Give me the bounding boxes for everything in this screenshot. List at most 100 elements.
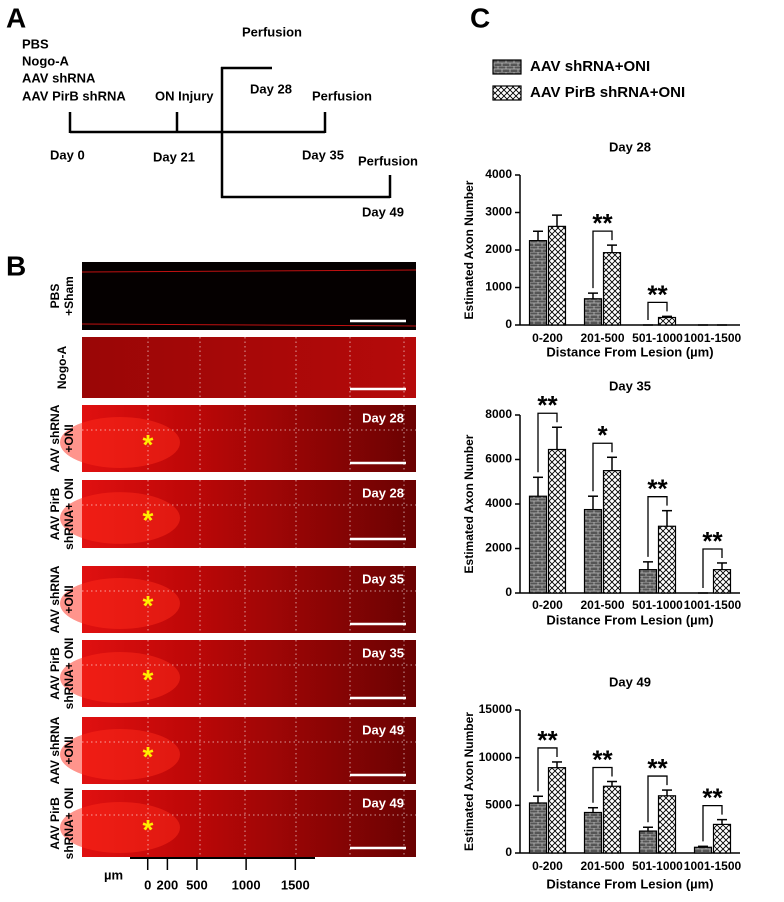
tissue-edge <box>81 323 417 327</box>
bar <box>547 448 567 594</box>
x-axis-title: Distance From Lesion (µm) <box>546 344 713 359</box>
error-bar <box>717 562 727 570</box>
y-tick-label: 3000 <box>485 205 512 219</box>
legend-label: AAV shRNA+ONI <box>530 58 650 75</box>
error-bar <box>588 495 598 510</box>
row-label: PBS <box>48 284 62 309</box>
row-label: +ONI <box>62 585 76 613</box>
day-label: Day 49 <box>362 204 404 219</box>
error-bar <box>662 315 672 318</box>
significance-label: ** <box>702 526 723 556</box>
error-bar <box>607 456 617 471</box>
x-tick-label: 501-1000 <box>632 331 683 345</box>
chart-title: Day 49 <box>609 674 651 689</box>
y-tick-label: 10000 <box>479 750 513 764</box>
tissue-glow <box>60 417 180 468</box>
tissue-image <box>82 262 416 330</box>
day-label: Day 35 <box>362 571 404 586</box>
legend-label: AAV PirB shRNA+ONI <box>530 84 685 101</box>
bar <box>547 225 567 326</box>
x-tick-label: 0-200 <box>532 859 563 873</box>
lesion-marker: * <box>143 814 154 845</box>
x-axis-title: Distance From Lesion (µm) <box>546 612 713 627</box>
injury-label: ON Injury <box>155 88 214 103</box>
lesion-marker: * <box>143 504 154 535</box>
y-tick-label: 8000 <box>485 407 512 421</box>
significance-bracket <box>647 301 668 320</box>
panel-label: C <box>470 2 490 33</box>
error-bar <box>643 561 653 570</box>
bar <box>712 569 732 594</box>
chart-title: Day 28 <box>609 139 651 154</box>
x-axis-title: Distance From Lesion (µm) <box>546 876 713 891</box>
significance-label: ** <box>537 390 558 420</box>
tissue-glow <box>60 802 180 853</box>
day-label: Day 49 <box>362 795 404 810</box>
lesion-marker: * <box>143 741 154 772</box>
x-tick-label: 201-500 <box>580 598 624 612</box>
significance-bracket <box>647 496 668 557</box>
row-label: shRNA+ ONI <box>62 638 76 710</box>
x-tick-label: 1001-1500 <box>684 331 742 345</box>
row-label: +ONI <box>62 424 76 452</box>
y-tick-label: 6000 <box>485 452 512 466</box>
error-bar <box>607 780 617 787</box>
row-label: AAV PirB <box>48 487 62 540</box>
error-bar <box>698 845 708 848</box>
x-tick-label: 0-200 <box>532 331 563 345</box>
bar <box>528 495 548 594</box>
day-label: Day 35 <box>302 147 344 162</box>
y-axis-title: Estimated Axon Number <box>462 180 476 319</box>
tissue-glow <box>60 652 180 703</box>
significance-label: ** <box>647 279 668 309</box>
x-tick-label: 1001-1500 <box>684 598 742 612</box>
error-bar <box>588 292 598 299</box>
scale-tick-label: 0 <box>144 877 151 892</box>
y-tick-label: 4000 <box>485 167 512 181</box>
tissue-edge <box>81 269 417 273</box>
legend-swatch <box>492 59 522 75</box>
bar <box>712 823 732 854</box>
tissue-glow <box>60 492 180 544</box>
significance-label: ** <box>537 725 558 755</box>
group-label: AAV PirB shRNA <box>22 88 126 103</box>
x-tick-label: 0-200 <box>532 598 563 612</box>
significance-label: ** <box>702 783 723 813</box>
significance-bracket <box>647 775 668 823</box>
error-bar <box>607 244 617 253</box>
bar <box>638 830 658 854</box>
x-tick-label: 1001-1500 <box>684 859 742 873</box>
y-tick-label: 0 <box>505 585 512 599</box>
bar <box>583 298 603 326</box>
timeline <box>68 66 392 199</box>
error-bar <box>552 426 562 450</box>
lesion-marker: * <box>143 429 154 460</box>
scale-unit: µm <box>104 867 123 882</box>
error-bar <box>533 795 543 803</box>
y-axis-title: Estimated Axon Number <box>462 712 476 851</box>
group-label: PBS <box>22 36 49 51</box>
row-label: +ONI <box>62 736 76 764</box>
bar <box>528 240 548 326</box>
y-tick-label: 5000 <box>485 798 512 812</box>
day-label: Day 28 <box>362 485 404 500</box>
significance-bracket <box>592 766 613 803</box>
significance-label: ** <box>592 744 613 774</box>
significance-label: ** <box>592 208 613 238</box>
day-label: Day 35 <box>362 645 404 660</box>
x-tick-label: 201-500 <box>580 859 624 873</box>
legend-swatch <box>492 85 522 101</box>
y-tick-label: 0 <box>505 317 512 331</box>
y-tick-label: 2000 <box>485 541 512 555</box>
bar <box>602 252 622 326</box>
scale-tick-label: 1500 <box>281 877 310 892</box>
day-label: Day 21 <box>153 149 195 164</box>
bar <box>657 525 677 594</box>
significance-label: * <box>597 420 608 450</box>
row-label: AAV PirB <box>48 797 62 850</box>
error-bar <box>717 818 727 825</box>
significance-bracket <box>592 442 613 492</box>
error-bar <box>533 230 543 241</box>
group-label: Nogo-A <box>22 53 70 68</box>
